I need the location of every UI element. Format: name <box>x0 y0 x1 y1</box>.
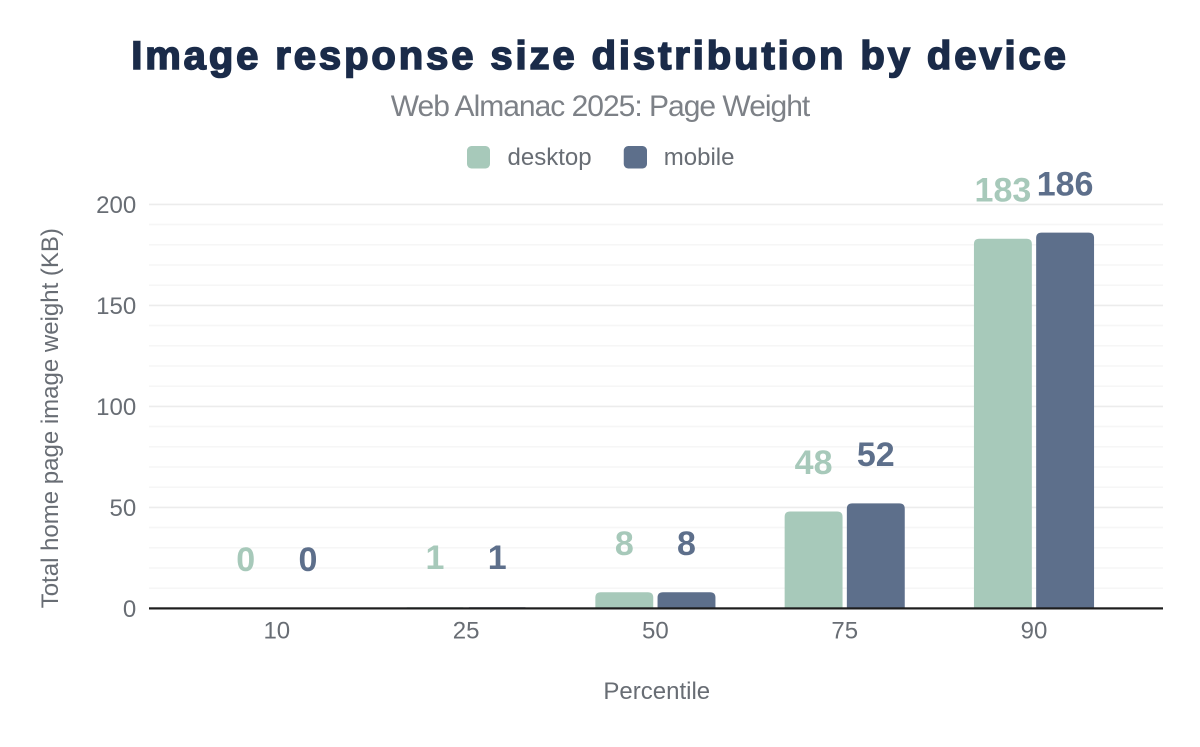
svg-text:Percentile: Percentile <box>603 678 710 705</box>
svg-text:100: 100 <box>96 394 136 421</box>
svg-text:150: 150 <box>96 293 136 320</box>
svg-text:0: 0 <box>123 596 136 623</box>
svg-text:90: 90 <box>1021 618 1048 645</box>
svg-text:8: 8 <box>615 525 634 563</box>
svg-text:1: 1 <box>488 539 507 577</box>
svg-text:52: 52 <box>857 436 895 474</box>
svg-text:183: 183 <box>975 171 1032 209</box>
svg-text:Web Almanac 2025: Page Weight: Web Almanac 2025: Page Weight <box>391 90 811 123</box>
svg-text:0: 0 <box>236 541 255 579</box>
svg-text:50: 50 <box>109 495 136 522</box>
svg-text:Image response size distributi: Image response size distribution by devi… <box>131 34 1069 78</box>
svg-text:200: 200 <box>96 192 136 219</box>
svg-text:10: 10 <box>263 618 290 645</box>
svg-text:50: 50 <box>642 618 669 645</box>
svg-text:0: 0 <box>298 541 317 579</box>
svg-text:75: 75 <box>831 618 858 645</box>
svg-text:25: 25 <box>453 618 480 645</box>
svg-text:186: 186 <box>1037 165 1094 203</box>
svg-text:mobile: mobile <box>664 144 735 171</box>
svg-text:1: 1 <box>426 539 445 577</box>
svg-text:Total home page image weight (: Total home page image weight (KB) <box>37 228 64 608</box>
svg-text:48: 48 <box>795 444 833 482</box>
svg-text:desktop: desktop <box>508 144 592 171</box>
svg-text:8: 8 <box>677 525 696 563</box>
